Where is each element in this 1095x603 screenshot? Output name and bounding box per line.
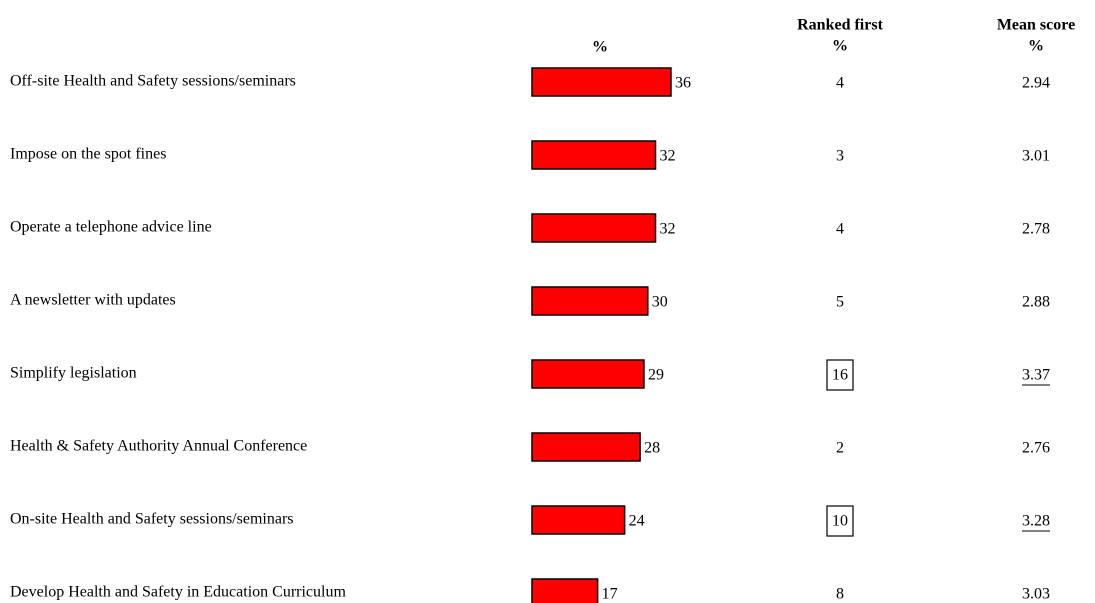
category-label: Impose on the spot fines <box>10 146 166 163</box>
column-value: 8 <box>836 586 844 603</box>
category-label: On-site Health and Safety sessions/semin… <box>10 511 294 528</box>
bar-header: % <box>592 39 608 56</box>
column-value: 3.28 <box>1022 513 1050 530</box>
bar-value-label: 30 <box>652 294 668 311</box>
column-value: 3.01 <box>1022 148 1050 165</box>
highlight-box <box>826 505 854 537</box>
bar-value-label: 32 <box>660 148 676 165</box>
bar-value-label: 32 <box>660 221 676 238</box>
column-title: Mean score <box>997 17 1075 34</box>
column-value: 2.88 <box>1022 294 1050 311</box>
bar <box>531 505 626 535</box>
bar-value-label: 29 <box>648 367 664 384</box>
bar <box>531 286 649 316</box>
category-label: Develop Health and Safety in Education C… <box>10 584 346 601</box>
bar-value-label: 24 <box>629 513 645 530</box>
column-value: 2.94 <box>1022 75 1050 92</box>
category-label: Off-site Health and Safety sessions/semi… <box>10 73 296 90</box>
column-value: 3.03 <box>1022 586 1050 603</box>
bar-value-label: 36 <box>675 75 691 92</box>
category-label: Simplify legislation <box>10 365 137 382</box>
bar <box>531 140 657 170</box>
column-value: 3 <box>836 148 844 165</box>
column-value: 3.37 <box>1022 367 1050 384</box>
bar <box>531 67 672 97</box>
column-value: 2.76 <box>1022 440 1050 457</box>
column-value: 5 <box>836 294 844 311</box>
column-value: 10 <box>832 513 848 530</box>
column-value: 4 <box>836 221 844 238</box>
column-value: 4 <box>836 75 844 92</box>
bar <box>531 432 641 462</box>
column-value: 2 <box>836 440 844 457</box>
column-value: 2.78 <box>1022 221 1050 238</box>
bar-value-label: 28 <box>644 440 660 457</box>
bar-value-label: 17 <box>602 586 618 603</box>
column-title: Ranked first <box>797 17 883 34</box>
bar <box>531 213 657 243</box>
column-value: 16 <box>832 367 848 384</box>
column-unit: % <box>1028 38 1044 55</box>
category-label: Health & Safety Authority Annual Confere… <box>10 438 307 455</box>
bar <box>531 578 599 603</box>
bar <box>531 359 645 389</box>
category-label: A newsletter with updates <box>10 292 176 309</box>
category-label: Operate a telephone advice line <box>10 219 212 236</box>
column-unit: % <box>832 38 848 55</box>
highlight-box <box>826 359 854 391</box>
